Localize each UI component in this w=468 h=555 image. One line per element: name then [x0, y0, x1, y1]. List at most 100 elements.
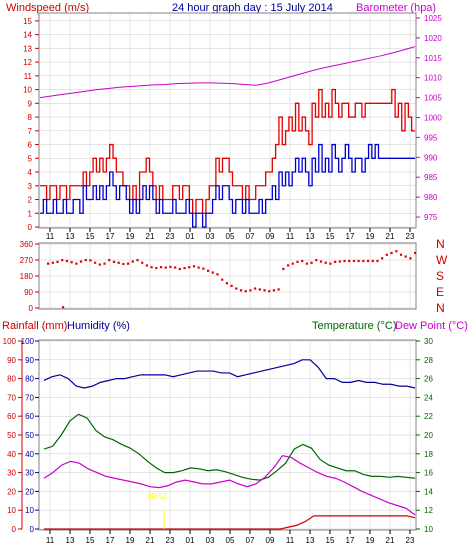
windspeed-tick-label: 13 [23, 44, 32, 53]
direction-point [409, 257, 412, 260]
direction-point [329, 262, 332, 265]
degree-tick-label: 0 [29, 304, 34, 313]
direction-point [89, 259, 92, 262]
windspeed-tick-label: 3 [28, 182, 33, 191]
direction-point [174, 266, 177, 269]
hour-tick-label: 21 [386, 232, 395, 241]
direction-point [145, 264, 149, 267]
temperature-tick-label: 24 [424, 393, 433, 402]
direction-point [84, 259, 87, 262]
direction-point [362, 259, 365, 263]
direction-point [183, 267, 186, 270]
compass-label: E [436, 285, 444, 299]
direction-point [348, 259, 351, 263]
windspeed-tick-label: 1 [28, 209, 33, 218]
direction-point [136, 259, 139, 262]
hour-tick-label: 07 [246, 232, 255, 241]
hour-tick-label: 03 [206, 536, 215, 545]
degree-tick-label: 360 [20, 240, 34, 249]
temperature-tick-label: 18 [424, 450, 433, 459]
barometer-tick-label: 985 [424, 173, 438, 182]
direction-point [399, 253, 403, 256]
hour-tick-label: 11 [286, 536, 295, 545]
barometer-tick-label: 995 [424, 133, 438, 142]
temperature-tick-label: 30 [424, 337, 433, 346]
direction-point [103, 262, 106, 265]
direction-point [291, 262, 294, 265]
barometer-ticks: 1025 1020 1015 1010 1005 1000 995 990 985 980 975 [416, 14, 442, 222]
direction-point [150, 266, 153, 269]
humidity-axis-label: Humidity (%) [67, 320, 130, 332]
wind-baro-hour-ticks: 11 13 15 17 19 21 23 01 03 05 07 09 11 13 15 17 19 21 23 [46, 228, 415, 241]
rainfall-series [44, 515, 416, 530]
windspeed-tick-label: 14 [23, 31, 32, 40]
direction-point [126, 262, 130, 265]
barometer-tick-label: 975 [424, 213, 438, 222]
barometer-series [39, 46, 416, 99]
direction-point [235, 287, 238, 290]
temperature-axis-label: Temperature (°C) [312, 320, 396, 332]
wind-baro-plot-area [38, 12, 417, 229]
hour-tick-label: 01 [186, 232, 195, 241]
direction-point [301, 259, 304, 263]
temperature-tick-label: 26 [424, 375, 433, 384]
direction-point [206, 269, 210, 272]
direction-point [263, 289, 266, 292]
humidity-tick-label: 70 [25, 393, 34, 402]
windspeed-series [40, 143, 415, 228]
direction-point [225, 282, 228, 285]
direction-point [324, 261, 327, 264]
barometer-tick-label: 1005 [424, 94, 442, 103]
hour-tick-label: 21 [146, 536, 155, 545]
chart-title: 24 hour graph day : 15 July 2014 [172, 2, 333, 14]
direction-point [414, 251, 417, 255]
humidity-tick-label: 80 [25, 375, 34, 384]
direction-point [319, 260, 323, 263]
temperature-tick-label: 10 [424, 525, 433, 534]
compass-label: S [436, 269, 444, 283]
direction-point [305, 262, 308, 265]
direction-point [268, 290, 271, 293]
direction-point [376, 259, 379, 263]
barometer-tick-label: 1000 [424, 114, 442, 123]
direction-point [395, 250, 398, 253]
direction-point [385, 253, 388, 256]
rainfall-tick-label: 80 [7, 375, 16, 384]
windspeed-tick-label: 7 [28, 127, 33, 136]
barometer-tick-label: 990 [424, 153, 438, 162]
direction-point [94, 261, 97, 264]
hour-tick-label: 21 [146, 232, 155, 241]
hour-tick-label: 15 [326, 232, 335, 241]
hour-tick-label: 13 [306, 536, 315, 545]
direction-point [272, 289, 276, 292]
degree-tick-label: 180 [20, 272, 34, 281]
dewpoint-axis-label: Dew Point (°C) [395, 320, 468, 332]
direction-point [188, 266, 191, 269]
wind-direction-degree-ticks: 360 270 180 90 0 [20, 240, 39, 313]
windspeed-tick-label: 5 [28, 154, 33, 163]
direction-point [117, 261, 120, 264]
direction-point [277, 288, 280, 291]
barometer-tick-label: 1020 [424, 34, 442, 43]
direction-point [286, 264, 290, 267]
direction-point [159, 266, 163, 269]
direction-point [141, 261, 144, 264]
direction-point [357, 259, 360, 263]
temperature-tick-label: 14 [424, 487, 433, 496]
rainfall-tick-label: 0 [12, 525, 17, 534]
direction-point [202, 267, 205, 270]
direction-point [296, 260, 299, 263]
direction-point [239, 289, 243, 292]
direction-point [197, 266, 200, 269]
direction-point [178, 267, 181, 271]
rainfall-tick-label: 60 [7, 412, 16, 421]
humidity-tick-label: 90 [25, 356, 34, 365]
direction-point [343, 259, 346, 263]
temperature-ticks: 30 28 26 24 22 20 18 16 14 12 10 [416, 337, 433, 534]
